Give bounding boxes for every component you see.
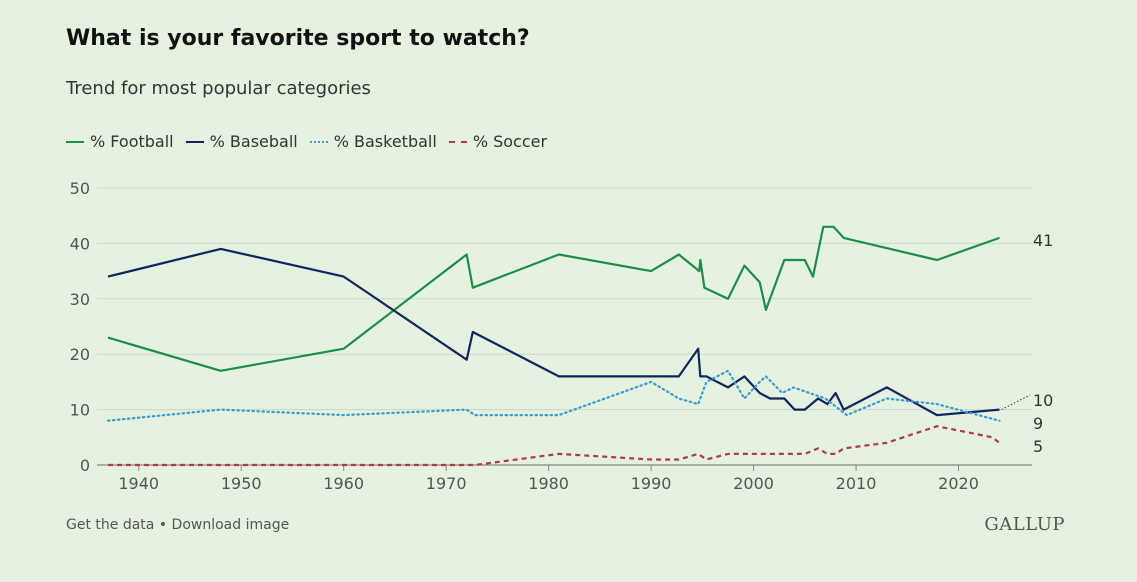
y-tick-label: 30 [70,290,90,309]
y-tick-label: 20 [70,345,90,364]
x-tick-label: 1940 [118,474,159,493]
footer-separator: • [154,517,172,533]
x-tick-label: 2020 [938,474,979,493]
chart-subtitle: Trend for most popular categories [66,78,371,99]
y-tick-label: 10 [70,401,90,420]
get-data-link[interactable]: Get the data [66,517,155,533]
x-tick-label: 1960 [323,474,364,493]
x-tick-label: 1990 [631,474,672,493]
x-tick-label: 1970 [426,474,467,493]
end-labels: 41 10 9 5 [1001,231,1053,456]
series-lines [106,225,1001,467]
end-label-leader [1001,394,1031,411]
legend-swatch-soccer [448,140,467,143]
legend-item-baseball[interactable]: % Baseball [185,132,298,151]
gridlines [97,187,1032,466]
x-tick-label: 2010 [836,474,877,493]
legend-item-basketball[interactable]: % Basketball [309,132,437,151]
x-tick-label: 2000 [733,474,774,493]
legend-label-soccer: % Soccer [472,132,548,151]
gallup-logo[interactable]: GALLUP [984,514,1065,535]
series-line-basketball[interactable] [106,369,1001,422]
y-tick-label: 0 [80,456,90,475]
x-tick-label: 1950 [221,474,262,493]
download-image-link[interactable]: Download image [171,517,290,533]
series-line-football[interactable] [107,225,1000,372]
x-tick-label: 1980 [528,474,569,493]
footer-links: Get the data • Download image [66,517,289,533]
end-label-basketball: 9 [1033,414,1043,433]
y-tick-label: 50 [70,179,90,198]
series-line-soccer[interactable] [108,425,1001,467]
legend-label-baseball: % Baseball [209,132,298,151]
end-label-baseball: 10 [1033,391,1053,410]
y-axis-ticks: 0 10 20 30 40 50 [70,179,90,475]
legend-swatch-baseball [185,140,204,143]
x-axis-ticks: 1940 1950 1960 1970 1980 1990 2000 2010 2020 [118,465,979,493]
legend-item-football[interactable]: % Football [66,132,174,151]
legend-item-soccer[interactable]: % Soccer [448,132,548,151]
series-line-baseball[interactable] [107,247,1000,417]
legend-swatch-football [66,140,84,143]
legend-label-basketball: % Basketball [333,132,437,151]
legend: % Football % Baseball % Basketball % Soc… [66,132,547,151]
end-label-football: 41 [1033,231,1053,250]
chart-title: What is your favorite sport to watch? [66,26,530,51]
legend-swatch-basketball [309,140,328,143]
legend-label-football: % Football [90,132,174,151]
end-label-soccer: 5 [1033,437,1043,456]
y-tick-label: 40 [70,234,90,253]
